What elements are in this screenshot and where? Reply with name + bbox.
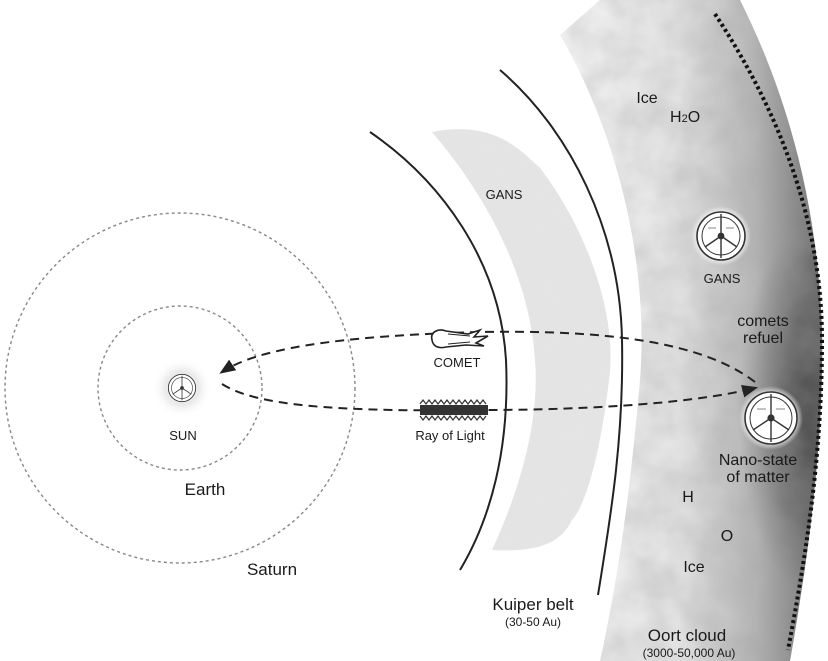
h2o-subscript: 2: [682, 113, 688, 125]
saturn-label: Saturn: [247, 560, 297, 579]
h2o-label: H2O: [670, 109, 700, 126]
oort-h-label: H: [682, 489, 694, 506]
sun: SUN: [152, 358, 212, 443]
oort-cloud-label: Oort cloud: [648, 626, 726, 645]
comets-refuel-label-line2: refuel: [743, 330, 783, 347]
h2o-suffix: O: [688, 109, 700, 126]
nano-state-label-line1: Nano-state: [719, 452, 797, 469]
reactor-emblem-icon: [744, 391, 798, 445]
oort-gans-emblem: [691, 206, 751, 266]
kuiper-inner-arc: [369, 131, 508, 571]
nano-state-label-line2: of matter: [726, 469, 790, 486]
oort-ice-top-label: Ice: [636, 90, 657, 107]
sun-label: SUN: [169, 428, 196, 443]
reactor-emblem-icon: [696, 211, 746, 261]
oort-cloud-band: [560, 0, 823, 661]
oort-ice-bottom-label: Ice: [683, 559, 704, 576]
oort-range-label: (3000-50,000 Au): [643, 646, 736, 660]
comet-label: COMET: [434, 355, 481, 370]
kuiper-belt-label: Kuiper belt: [492, 595, 574, 614]
nano-state-emblem: [739, 386, 803, 450]
kuiper-range-label: (30-50 Au): [505, 615, 561, 629]
comets-refuel-label-line1: comets: [737, 313, 789, 330]
comet-path-upper: [219, 330, 756, 383]
kuiper-gans-label: GANS: [486, 187, 523, 202]
oort-gans-label: GANS: [704, 271, 741, 286]
kuiper-belt-band: [432, 129, 611, 551]
reactor-emblem-icon: [167, 373, 197, 403]
earth-orbit: [97, 305, 263, 471]
oort-o-label: O: [721, 528, 733, 545]
ray-of-light-icon: [419, 399, 488, 421]
comet-icon: [430, 328, 489, 349]
earth-label: Earth: [185, 480, 226, 499]
ray-of-light-label: Ray of Light: [415, 428, 485, 443]
saturn-orbit: [4, 212, 356, 564]
h2o-prefix: H: [670, 109, 682, 126]
kuiper-outer-arc: [499, 69, 624, 596]
